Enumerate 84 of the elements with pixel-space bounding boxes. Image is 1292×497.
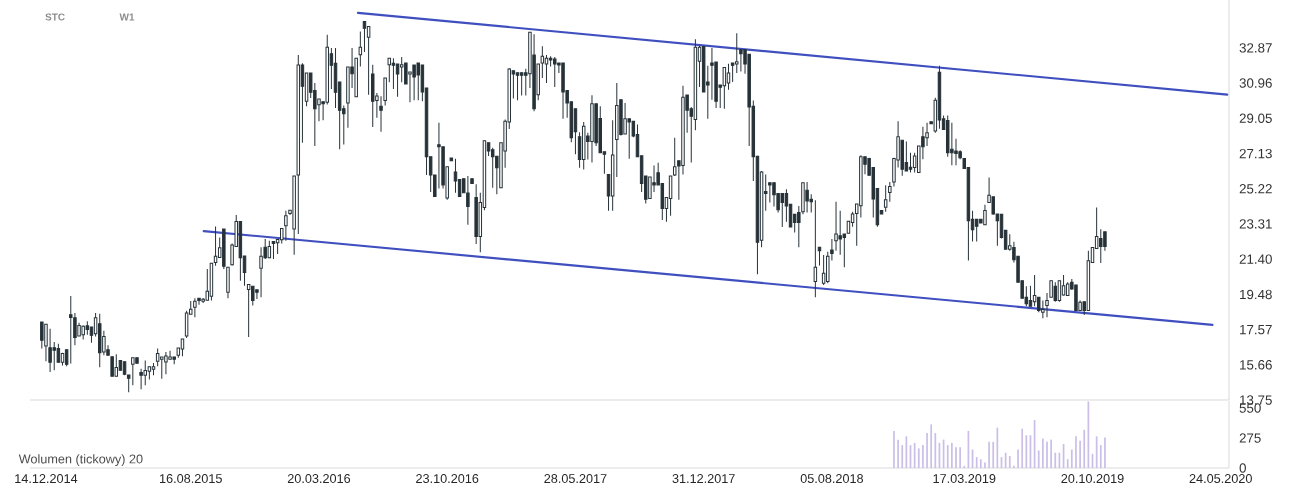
candlestick bbox=[1103, 231, 1107, 252]
candlestick bbox=[904, 140, 909, 172]
candlestick bbox=[553, 56, 557, 88]
x-tick-label: 14.12.2014 bbox=[15, 474, 78, 484]
y-tick-label: 27.13 bbox=[1239, 148, 1272, 159]
x-tick-label: 16.08.2015 bbox=[160, 474, 222, 484]
candlestick bbox=[813, 199, 818, 298]
candlestick bbox=[399, 56, 404, 83]
x-tick-label: 17.03.2019 bbox=[933, 474, 996, 484]
candlestick bbox=[110, 356, 114, 377]
x-tick-label: 31.12.2017 bbox=[672, 474, 735, 484]
y-tick-label: 15.66 bbox=[1240, 360, 1272, 370]
candlestick bbox=[52, 341, 56, 371]
annotation: W1 bbox=[119, 13, 135, 21]
candlestick bbox=[768, 182, 772, 204]
candlestick bbox=[362, 21, 367, 53]
annotation: STC bbox=[45, 13, 65, 21]
x-tick-label: 05.08.2018 bbox=[800, 474, 864, 484]
candlestick bbox=[193, 297, 197, 318]
candlestick bbox=[805, 181, 809, 214]
candlestick bbox=[358, 30, 363, 67]
candlestick bbox=[168, 350, 172, 360]
candlestick bbox=[416, 62, 420, 101]
y-tick-label: 13.75 bbox=[1240, 395, 1272, 405]
y-tick-label: 550 bbox=[1239, 403, 1261, 413]
candlestick bbox=[821, 254, 826, 286]
candlestick bbox=[1028, 285, 1033, 307]
candlestick bbox=[453, 158, 458, 194]
candlestick bbox=[466, 175, 470, 226]
x-tick-label: 23.10.2016 bbox=[416, 474, 479, 484]
candlestick bbox=[259, 246, 263, 298]
candlestick bbox=[627, 118, 631, 160]
candlestick bbox=[726, 63, 731, 91]
y-tick-label: 32.87 bbox=[1239, 43, 1272, 53]
candlestick bbox=[251, 285, 255, 307]
y-tick-label: 29.05 bbox=[1239, 113, 1272, 123]
candlestick bbox=[710, 47, 714, 101]
candlestick bbox=[69, 295, 73, 365]
candlestick bbox=[73, 312, 77, 346]
candlestick bbox=[1061, 274, 1066, 297]
candlestick bbox=[772, 182, 776, 207]
candlestick bbox=[1053, 281, 1058, 303]
candlestick bbox=[284, 210, 288, 242]
candlestick bbox=[838, 210, 842, 256]
candlestick bbox=[797, 205, 801, 248]
x-tick-label: 20.03.2016 bbox=[287, 474, 351, 484]
candlestick bbox=[735, 32, 739, 74]
candlestick bbox=[780, 193, 784, 228]
candlestick bbox=[623, 102, 627, 135]
candlestick bbox=[139, 368, 143, 390]
candlestick bbox=[412, 64, 416, 101]
candlestick bbox=[395, 63, 400, 98]
text: Wolumen (tickowy) 20 bbox=[18, 454, 143, 466]
candlestick bbox=[722, 66, 727, 110]
y-tick-label: 25.22 bbox=[1239, 184, 1272, 194]
candlestick bbox=[387, 57, 392, 83]
candlestick bbox=[544, 54, 549, 84]
y-tick-label: 30.96 bbox=[1239, 78, 1272, 88]
candlestick bbox=[739, 49, 743, 72]
candlestick bbox=[184, 310, 189, 339]
candlestick bbox=[983, 204, 987, 226]
candlestick bbox=[950, 122, 954, 166]
y-tick-label: 21.40 bbox=[1239, 254, 1272, 264]
y-tick-label: 23.31 bbox=[1239, 219, 1272, 229]
candlestick bbox=[809, 193, 813, 214]
candlestick bbox=[246, 284, 251, 338]
candlestick bbox=[131, 357, 135, 386]
candlestick bbox=[1099, 228, 1103, 264]
candlestick bbox=[515, 72, 520, 101]
candlestick bbox=[143, 360, 147, 386]
candlestick bbox=[40, 321, 44, 350]
candlestick bbox=[908, 152, 913, 174]
candlestick bbox=[160, 356, 164, 380]
x-tick-label: 20.10.2019 bbox=[1061, 474, 1124, 484]
y-tick-label: 17.57 bbox=[1240, 324, 1272, 335]
x-tick-label: 28.05.2017 bbox=[544, 474, 607, 484]
candlestick bbox=[974, 218, 979, 243]
candlestick bbox=[519, 72, 524, 97]
y-tick-label: 19.48 bbox=[1240, 289, 1272, 300]
y-tick-label: 0 bbox=[1239, 463, 1246, 473]
y-tick-label: 275 bbox=[1239, 433, 1261, 443]
x-tick-label: 24.05.2020 bbox=[1189, 474, 1252, 484]
candlestick bbox=[391, 57, 396, 90]
candlestick bbox=[164, 351, 168, 375]
